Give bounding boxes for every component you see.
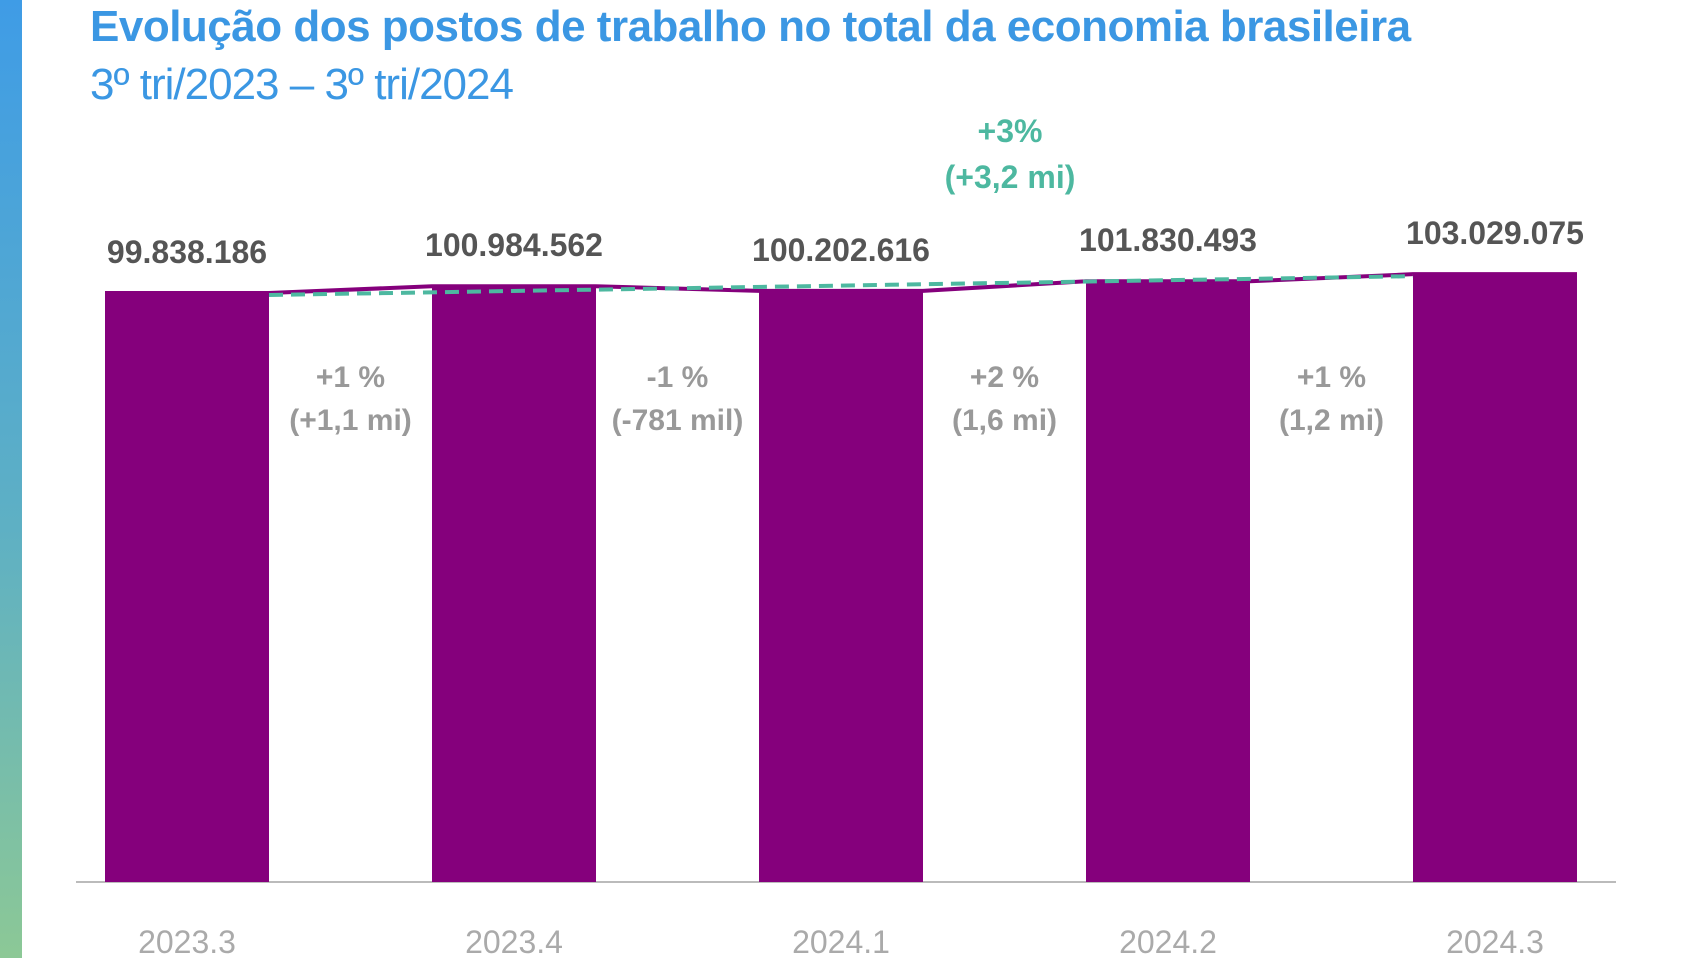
change-pct-label: +1 % bbox=[316, 361, 385, 394]
bar-2024.2 bbox=[1086, 281, 1250, 882]
x-tick-label: 2023.3 bbox=[138, 924, 236, 958]
bar-2023.3 bbox=[105, 293, 269, 882]
total-change-abs-label: (+3,2 mi) bbox=[945, 159, 1076, 195]
bar-value-label: 103.029.075 bbox=[1406, 215, 1584, 251]
change-pct-label: +1 % bbox=[1297, 361, 1366, 394]
bar-value-label: 100.202.616 bbox=[752, 232, 930, 268]
chart-title: Evolução dos postos de trabalho no total… bbox=[90, 2, 1411, 51]
bar-2024.3 bbox=[1413, 274, 1577, 883]
change-pct-label: +2 % bbox=[970, 361, 1039, 394]
change-abs-label: (+1,1 mi) bbox=[289, 404, 412, 437]
total-change-pct-label: +3% bbox=[978, 113, 1043, 149]
bar-value-label: 99.838.186 bbox=[107, 234, 267, 270]
x-tick-label: 2024.2 bbox=[1119, 924, 1217, 958]
chart-subtitle: 3º tri/2023 – 3º tri/2024 bbox=[90, 60, 514, 109]
change-abs-label: (1,2 mi) bbox=[1279, 404, 1384, 437]
x-tick-label: 2024.1 bbox=[792, 924, 890, 958]
total-change-line bbox=[268, 274, 1414, 297]
change-pct-label: -1 % bbox=[647, 361, 709, 394]
x-tick-label: 2024.3 bbox=[1446, 924, 1544, 958]
bar-2023.4 bbox=[432, 286, 596, 882]
change-abs-label: (1,6 mi) bbox=[952, 404, 1057, 437]
change-abs-label: (-781 mil) bbox=[612, 404, 744, 437]
side-accent-bar bbox=[0, 0, 22, 958]
bar-value-label: 101.830.493 bbox=[1079, 222, 1257, 258]
bar-2024.1 bbox=[759, 290, 923, 882]
x-tick-label: 2023.4 bbox=[465, 924, 563, 958]
bar-value-label: 100.984.562 bbox=[425, 227, 603, 263]
